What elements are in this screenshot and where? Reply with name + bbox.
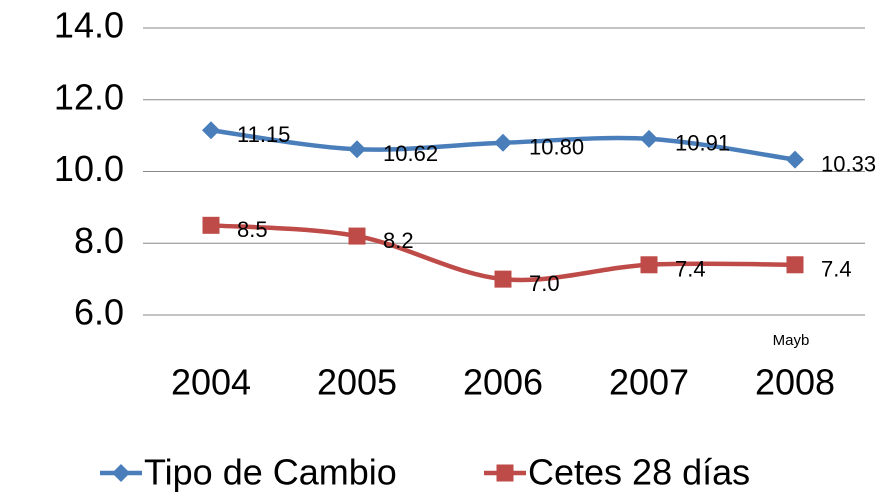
x-tick-label: 2007 — [609, 362, 689, 403]
y-tick-label: 6.0 — [74, 292, 124, 333]
x-tick-label: 2008 — [755, 362, 835, 403]
data-label: 7.4 — [675, 257, 706, 282]
y-tick-label: 14.0 — [54, 5, 124, 46]
y-tick-label: 10.0 — [54, 148, 124, 189]
data-point — [202, 121, 220, 140]
x-tick-label: 2005 — [317, 362, 397, 403]
legend-marker — [496, 464, 514, 482]
data-point — [786, 150, 804, 169]
legend-marker — [112, 464, 130, 482]
data-point — [640, 129, 658, 148]
data-label: 10.33 — [821, 151, 876, 176]
data-label: 10.62 — [383, 141, 438, 166]
data-label: 8.2 — [383, 228, 414, 253]
y-tick-label: 8.0 — [74, 220, 124, 261]
x-tick-label: 2004 — [171, 362, 251, 403]
data-point — [494, 133, 512, 152]
data-label: 8.5 — [237, 217, 268, 242]
legend-label: Cetes 28 días — [528, 452, 750, 493]
data-label: 10.80 — [529, 135, 584, 160]
annotation: Mayb — [773, 332, 810, 349]
data-point — [640, 256, 658, 274]
data-point — [348, 227, 366, 245]
data-label: 10.91 — [675, 131, 730, 156]
legend-label: Tipo de Cambio — [144, 452, 397, 493]
x-tick-label: 2006 — [463, 362, 543, 403]
data-point — [494, 270, 512, 288]
y-tick-label: 12.0 — [54, 76, 124, 117]
data-point — [202, 216, 220, 234]
data-point — [348, 140, 366, 159]
data-label: 7.4 — [821, 257, 852, 282]
data-point — [786, 256, 804, 274]
data-label: 7.0 — [529, 271, 560, 296]
data-label: 11.15 — [237, 122, 290, 147]
